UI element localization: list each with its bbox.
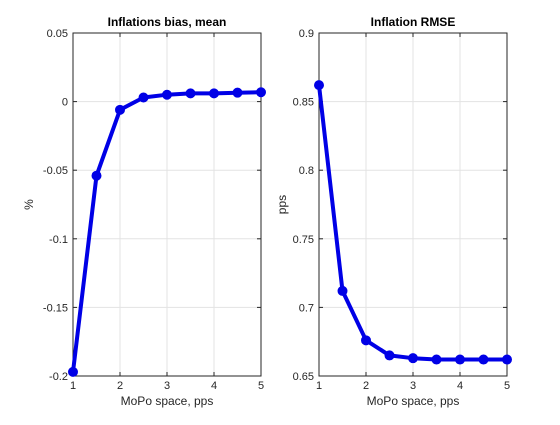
data-point [209, 88, 219, 99]
data-point [162, 89, 172, 100]
y-tick-label: 0.85 [293, 97, 314, 109]
data-point [314, 80, 324, 91]
data-point [185, 88, 196, 99]
x-tick-label: 4 [211, 380, 217, 392]
x-tick-label: 1 [70, 380, 76, 392]
data-point [361, 335, 371, 346]
data-point [337, 285, 348, 296]
y-tick-label: 0.7 [299, 302, 314, 314]
y-tick-label: -0.05 [43, 165, 68, 177]
data-point [478, 354, 489, 365]
data-point [138, 92, 149, 103]
chart-panel-2: 1 2 3 4 5 0.9 0.85 0.8 0.75 0.7 0.65 Inflation RMSE… [275, 15, 512, 408]
y-tick-label: -0.2 [49, 371, 68, 383]
chart-title: Inflation RMSE [371, 15, 456, 29]
data-point [256, 87, 266, 98]
x-tick-label: 3 [164, 380, 170, 392]
data-point [91, 170, 102, 181]
data-point [502, 354, 512, 365]
x-tick-label: 1 [316, 380, 322, 392]
y-tick-label: -0.1 [49, 234, 68, 246]
y-tick-label: -0.15 [43, 302, 68, 314]
x-axis-label: MoPo space, pps [121, 394, 214, 408]
y-tick-label: 0.75 [293, 234, 314, 246]
x-tick-label: 5 [258, 380, 264, 392]
x-tick-label: 4 [457, 380, 463, 392]
data-point [68, 366, 78, 377]
y-tick-label: 0.8 [299, 165, 314, 177]
x-tick-label: 2 [117, 380, 123, 392]
data-point [431, 354, 442, 365]
y-tick-label: 0.9 [299, 28, 314, 40]
data-point [408, 353, 418, 364]
data-point [232, 87, 243, 98]
y-axis-label: pps [275, 195, 289, 214]
data-point [384, 350, 395, 361]
chart-title: Inflations bias, mean [108, 15, 227, 29]
data-point [455, 354, 465, 365]
x-axis-label: MoPo space, pps [367, 394, 460, 408]
x-tick-label: 3 [410, 380, 416, 392]
y-axis-label: % [22, 199, 36, 210]
x-tick-label: 5 [504, 380, 510, 392]
x-tick-label: 2 [363, 380, 369, 392]
y-tick-label: 0 [62, 97, 68, 109]
data-point [115, 104, 125, 115]
chart-panel-1: 1 2 3 4 5 0.05 0 -0.05 -0.1 -0.15 -0.2 Inflations b… [22, 15, 266, 408]
y-tick-label: 0.65 [293, 371, 314, 383]
y-tick-label: 0.05 [47, 28, 68, 40]
